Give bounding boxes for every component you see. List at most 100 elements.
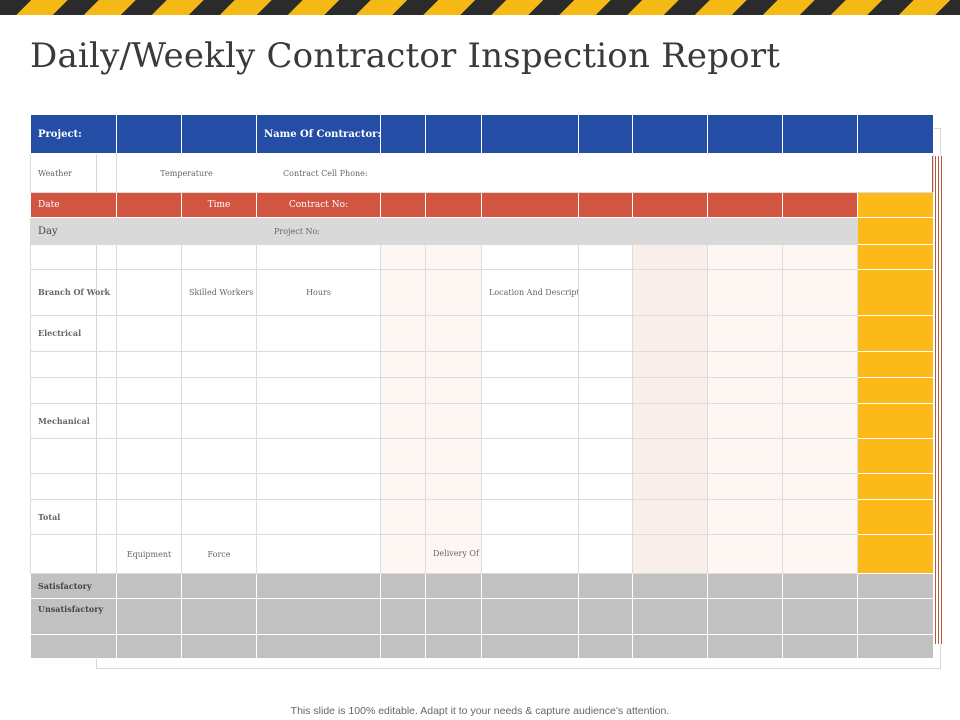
cell[interactable] bbox=[380, 192, 426, 218]
cell[interactable] bbox=[782, 192, 858, 218]
cell[interactable] bbox=[632, 377, 708, 404]
cell[interactable] bbox=[707, 377, 783, 404]
cell[interactable] bbox=[707, 192, 783, 218]
cell[interactable] bbox=[380, 377, 426, 404]
cell[interactable] bbox=[632, 634, 708, 659]
cell[interactable] bbox=[578, 244, 633, 270]
cell[interactable] bbox=[425, 114, 482, 154]
cell[interactable] bbox=[857, 598, 934, 635]
cell[interactable] bbox=[481, 114, 579, 154]
cell[interactable] bbox=[30, 473, 117, 500]
cell[interactable] bbox=[481, 438, 579, 474]
cell[interactable] bbox=[578, 438, 633, 474]
cell[interactable] bbox=[116, 315, 182, 352]
cell[interactable] bbox=[30, 438, 117, 474]
cell[interactable] bbox=[425, 438, 482, 474]
cell[interactable] bbox=[481, 377, 579, 404]
cell[interactable] bbox=[782, 244, 858, 270]
cell[interactable] bbox=[425, 315, 482, 352]
cell[interactable] bbox=[256, 598, 381, 635]
cell[interactable] bbox=[578, 114, 633, 154]
cell[interactable] bbox=[181, 438, 257, 474]
cell[interactable] bbox=[782, 573, 858, 599]
cell[interactable] bbox=[380, 351, 426, 378]
cell[interactable] bbox=[632, 473, 708, 500]
cell[interactable] bbox=[425, 634, 482, 659]
cell[interactable] bbox=[857, 534, 934, 574]
cell[interactable] bbox=[116, 114, 182, 154]
cell[interactable] bbox=[632, 244, 708, 270]
cell[interactable] bbox=[425, 473, 482, 500]
cell[interactable] bbox=[481, 634, 579, 659]
cell[interactable] bbox=[707, 573, 783, 599]
cell[interactable] bbox=[782, 634, 858, 659]
cell[interactable] bbox=[578, 634, 633, 659]
cell[interactable] bbox=[116, 438, 182, 474]
cell[interactable] bbox=[782, 438, 858, 474]
cell[interactable] bbox=[380, 315, 426, 352]
cell[interactable] bbox=[481, 315, 579, 352]
cell[interactable] bbox=[632, 534, 708, 574]
cell[interactable] bbox=[857, 573, 934, 599]
cell[interactable] bbox=[481, 534, 579, 574]
cell[interactable] bbox=[425, 269, 482, 316]
cell[interactable] bbox=[857, 438, 934, 474]
cell[interactable] bbox=[380, 573, 426, 599]
cell[interactable] bbox=[857, 217, 934, 245]
cell[interactable] bbox=[578, 573, 633, 599]
cell[interactable] bbox=[857, 403, 934, 439]
cell[interactable] bbox=[116, 192, 182, 218]
cell[interactable] bbox=[707, 598, 783, 635]
cell[interactable] bbox=[380, 114, 426, 154]
cell[interactable] bbox=[116, 598, 182, 635]
cell[interactable] bbox=[578, 351, 633, 378]
cell[interactable] bbox=[380, 403, 426, 439]
cell[interactable] bbox=[578, 315, 633, 352]
cell[interactable] bbox=[425, 499, 482, 535]
cell[interactable] bbox=[116, 473, 182, 500]
cell[interactable] bbox=[632, 315, 708, 352]
cell[interactable] bbox=[380, 473, 426, 500]
cell[interactable] bbox=[857, 499, 934, 535]
cell[interactable] bbox=[632, 403, 708, 439]
cell[interactable] bbox=[256, 473, 381, 500]
cell[interactable] bbox=[782, 534, 858, 574]
cell[interactable] bbox=[181, 351, 257, 378]
cell[interactable] bbox=[256, 499, 381, 535]
cell[interactable] bbox=[380, 244, 426, 270]
cell[interactable] bbox=[30, 244, 117, 270]
cell[interactable] bbox=[857, 315, 934, 352]
cell[interactable] bbox=[425, 598, 482, 635]
cell[interactable] bbox=[256, 377, 381, 404]
cell[interactable] bbox=[181, 473, 257, 500]
cell[interactable] bbox=[632, 573, 708, 599]
cell[interactable] bbox=[632, 114, 708, 154]
cell[interactable] bbox=[181, 573, 257, 599]
cell[interactable] bbox=[707, 244, 783, 270]
cell[interactable] bbox=[181, 499, 257, 535]
cell[interactable] bbox=[857, 269, 934, 316]
cell[interactable] bbox=[425, 192, 482, 218]
cell[interactable] bbox=[782, 269, 858, 316]
cell[interactable] bbox=[632, 269, 708, 316]
cell[interactable] bbox=[857, 634, 934, 659]
cell[interactable] bbox=[707, 351, 783, 378]
cell[interactable] bbox=[782, 315, 858, 352]
cell[interactable] bbox=[782, 114, 858, 154]
cell[interactable] bbox=[116, 377, 182, 404]
cell[interactable] bbox=[707, 269, 783, 316]
cell[interactable] bbox=[425, 351, 482, 378]
cell[interactable] bbox=[181, 598, 257, 635]
cell[interactable] bbox=[707, 315, 783, 352]
cell[interactable] bbox=[578, 192, 633, 218]
cell[interactable] bbox=[181, 315, 257, 352]
cell[interactable] bbox=[425, 573, 482, 599]
cell[interactable] bbox=[707, 403, 783, 439]
cell[interactable] bbox=[857, 192, 934, 218]
cell[interactable] bbox=[782, 473, 858, 500]
cell[interactable] bbox=[707, 534, 783, 574]
cell[interactable] bbox=[30, 634, 117, 659]
cell[interactable] bbox=[380, 269, 426, 316]
cell[interactable] bbox=[380, 438, 426, 474]
cell[interactable] bbox=[256, 244, 381, 270]
